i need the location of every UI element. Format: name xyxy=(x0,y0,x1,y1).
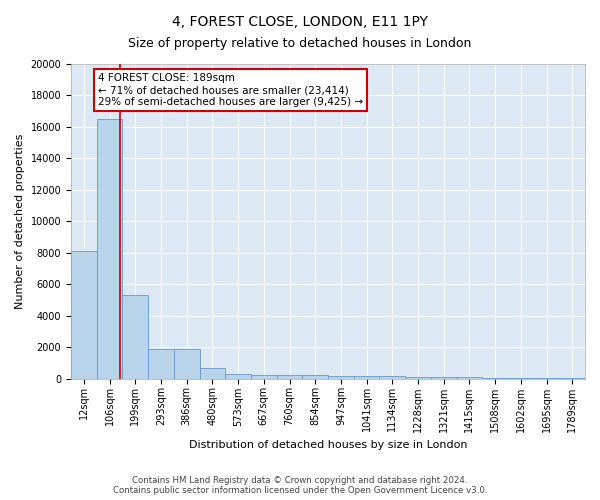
Text: Size of property relative to detached houses in London: Size of property relative to detached ho… xyxy=(128,38,472,51)
Bar xyxy=(200,368,225,378)
Bar xyxy=(97,119,122,378)
Y-axis label: Number of detached properties: Number of detached properties xyxy=(15,134,25,309)
Bar xyxy=(122,295,148,378)
Bar xyxy=(354,376,379,378)
Bar xyxy=(174,350,200,378)
Bar xyxy=(302,376,328,378)
Text: Contains HM Land Registry data © Crown copyright and database right 2024.
Contai: Contains HM Land Registry data © Crown c… xyxy=(113,476,487,495)
Bar xyxy=(431,377,457,378)
Bar xyxy=(148,350,174,378)
Bar xyxy=(277,375,302,378)
Bar xyxy=(71,251,97,378)
Bar xyxy=(405,377,431,378)
Bar xyxy=(379,376,405,378)
X-axis label: Distribution of detached houses by size in London: Distribution of detached houses by size … xyxy=(189,440,467,450)
Text: 4 FOREST CLOSE: 189sqm
← 71% of detached houses are smaller (23,414)
29% of semi: 4 FOREST CLOSE: 189sqm ← 71% of detached… xyxy=(98,74,363,106)
Bar xyxy=(225,374,251,378)
Bar xyxy=(251,375,277,378)
Bar xyxy=(328,376,354,378)
Text: 4, FOREST CLOSE, LONDON, E11 1PY: 4, FOREST CLOSE, LONDON, E11 1PY xyxy=(172,15,428,29)
